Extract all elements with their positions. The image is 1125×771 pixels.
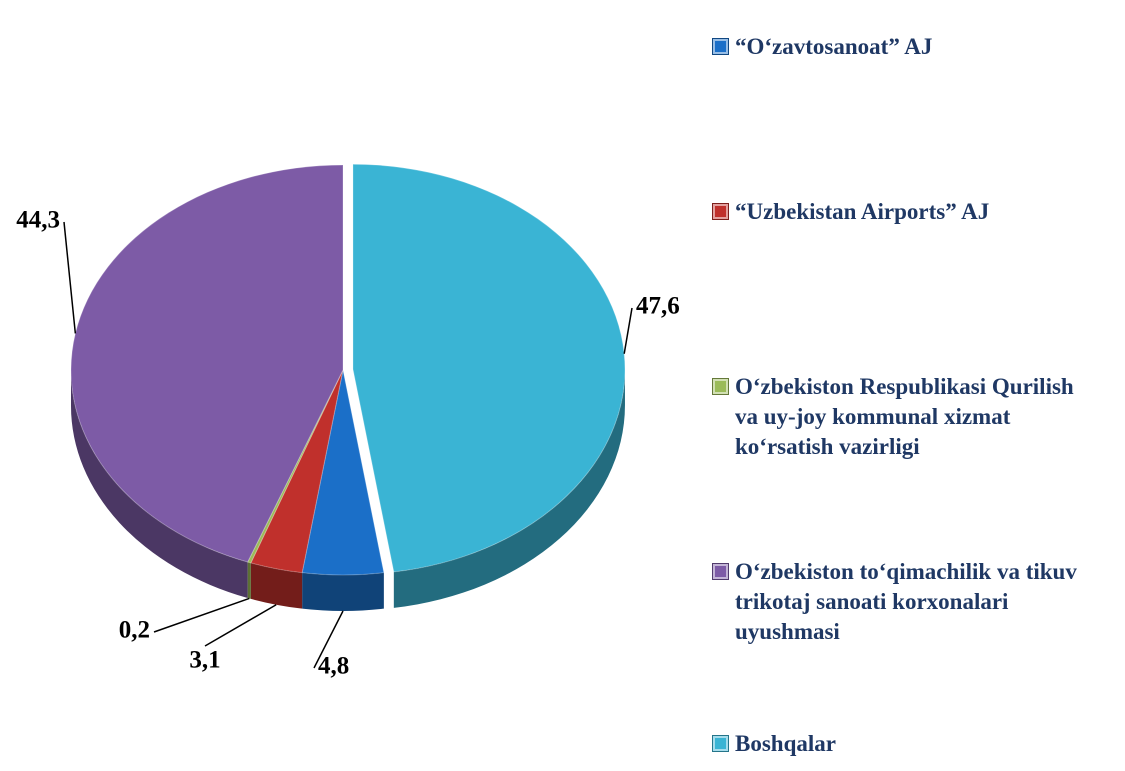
leader-line (623, 307, 633, 354)
legend-swatch (712, 563, 729, 580)
slice-side (247, 561, 251, 599)
legend-item: O‘zbekiston to‘qimachilik va tikuv triko… (712, 557, 1092, 647)
leader-line (313, 610, 344, 669)
data-label: 3,1 (189, 647, 220, 674)
slice-side (250, 562, 303, 609)
data-label: 44,3 (16, 207, 60, 234)
legend-label: “O‘zavtosanoat” AJ (735, 34, 933, 59)
legend-swatch (712, 38, 729, 55)
legend-label: O‘zbekiston Respublikasi Qurilish va uy-… (735, 374, 1086, 459)
data-label: 0,2 (119, 617, 150, 644)
legend-swatch (712, 378, 729, 395)
slice-side (71, 370, 248, 598)
leader-line (63, 221, 77, 334)
legend-label: “Uzbekistan Airports” AJ (735, 199, 990, 224)
slice-side (302, 572, 384, 611)
legend-label: Boshqalar (735, 731, 836, 756)
leader-line (204, 604, 277, 647)
legend-swatch (712, 735, 729, 752)
slice (70, 164, 344, 563)
legend-item: “Uzbekistan Airports” AJ (712, 197, 1092, 227)
slice (301, 369, 385, 576)
legend-swatch (712, 203, 729, 220)
legend-item: Boshqalar (712, 729, 1092, 759)
slice-side (393, 369, 625, 608)
legend-label: O‘zbekiston to‘qimachilik va tikuv triko… (735, 559, 1083, 644)
legend-item: “O‘zavtosanoat” AJ (712, 32, 1092, 62)
leader-line (153, 597, 250, 633)
slice (246, 369, 344, 564)
data-label: 47,6 (636, 293, 680, 320)
legend-item: O‘zbekiston Respublikasi Qurilish va uy-… (712, 372, 1092, 462)
data-label: 4,8 (318, 653, 349, 680)
slice (250, 369, 344, 574)
slice (352, 163, 626, 573)
pie-chart: 4,8 3,1 0,2 44,3 47,6 (16, 163, 680, 680)
